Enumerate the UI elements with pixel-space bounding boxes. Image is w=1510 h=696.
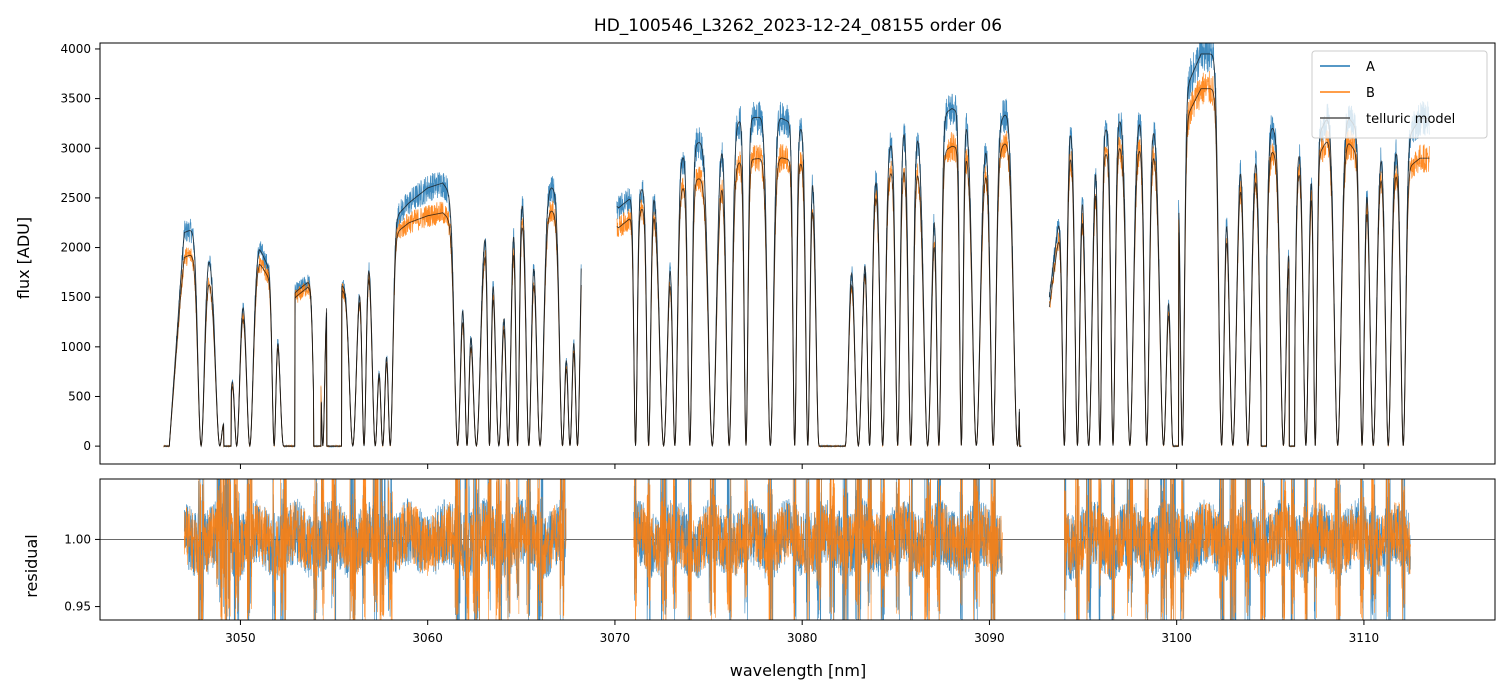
top-y-axis-label: flux [ADU] — [14, 217, 33, 299]
x-tick-label: 3050 — [225, 631, 256, 645]
y-tick-label: 500 — [68, 389, 91, 403]
y-tick-label: 2500 — [60, 191, 91, 205]
bottom-y-axis: 0.95 1.00 — [64, 532, 100, 614]
bottom-y-tick-label: 1.00 — [64, 532, 91, 546]
x-axis-label: wavelength [nm] — [730, 661, 867, 680]
y-tick-label: 0 — [83, 439, 91, 453]
top-y-axis: 0 500 1000 1500 2000 2500 3000 3500 4000 — [60, 42, 100, 453]
x-tick-label: 3080 — [787, 631, 818, 645]
residual-b-line — [1064, 479, 1411, 620]
legend-label-model: telluric model — [1366, 112, 1455, 127]
legend-label-a: A — [1366, 60, 1375, 75]
model-b-line — [616, 143, 1022, 448]
residual-b-line — [633, 479, 1003, 620]
top-axes-frame — [99, 42, 1496, 465]
x-tick-label: 3090 — [974, 631, 1005, 645]
bottom-plot-area — [100, 479, 1495, 620]
model-b-line — [1048, 88, 1430, 447]
top-plot-area — [163, 43, 1430, 449]
y-tick-label: 4000 — [60, 42, 91, 56]
y-tick-label: 3000 — [60, 141, 91, 155]
legend: A B telluric model — [1311, 50, 1488, 139]
y-tick-label: 2000 — [60, 241, 91, 255]
bottom-x-axis: 3050 3060 3070 3080 3090 3100 3110 — [225, 620, 1379, 645]
x-tick-label: 3100 — [1161, 631, 1192, 645]
y-tick-label: 3500 — [60, 92, 91, 106]
chart-title: HD_100546_L3262_2023-12-24_08155 order 0… — [594, 16, 1002, 36]
legend-label-b: B — [1366, 86, 1375, 101]
y-tick-label: 1000 — [60, 340, 91, 354]
y-tick-label: 1500 — [60, 290, 91, 304]
top-x-axis — [239, 464, 1365, 469]
bottom-axes-frame — [99, 478, 1496, 621]
residual-b-line — [183, 479, 567, 620]
x-tick-label: 3070 — [600, 631, 631, 645]
model-b-line — [163, 210, 582, 448]
x-tick-label: 3110 — [1349, 631, 1380, 645]
x-tick-label: 3060 — [412, 631, 443, 645]
bottom-y-tick-label: 0.95 — [64, 600, 91, 614]
bottom-y-axis-label: residual — [22, 534, 41, 597]
